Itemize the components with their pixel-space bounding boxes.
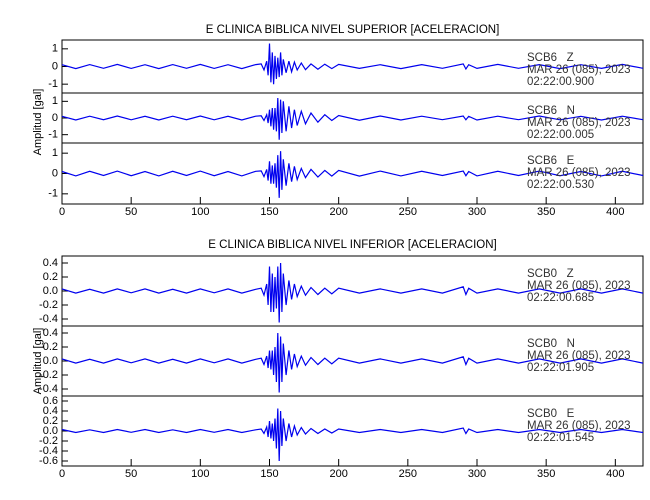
x-tick-label: 100 bbox=[191, 468, 209, 480]
y-tick-label: -0.2 bbox=[39, 435, 58, 447]
x-tick-label: 200 bbox=[329, 206, 347, 218]
y-tick-label: 0.2 bbox=[43, 341, 58, 353]
x-tick-label: 50 bbox=[125, 468, 137, 480]
time-label: 02:22:01.905 bbox=[527, 362, 594, 374]
y-tick-label: -1 bbox=[48, 188, 58, 200]
y-tick-label: -0.4 bbox=[39, 383, 58, 395]
date-label: MAR 26 (085), 2023 bbox=[527, 167, 631, 179]
date-label: MAR 26 (085), 2023 bbox=[527, 280, 631, 292]
x-tick-label: 300 bbox=[468, 468, 486, 480]
x-tick-label: 350 bbox=[537, 206, 555, 218]
y-tick-label: 0 bbox=[52, 167, 58, 179]
x-tick-label: 300 bbox=[468, 206, 486, 218]
y-axis-label: Amplitud [gal] bbox=[32, 89, 44, 156]
y-tick-label: -1 bbox=[48, 129, 58, 141]
trace bbox=[61, 43, 644, 85]
y-tick-label: 0.4 bbox=[43, 405, 58, 417]
time-label: 02:22:00.900 bbox=[527, 76, 594, 88]
y-tick-label: -1 bbox=[48, 78, 58, 90]
x-tick-label: 350 bbox=[537, 468, 555, 480]
trace bbox=[61, 97, 644, 140]
date-label: MAR 26 (085), 2023 bbox=[527, 350, 631, 362]
x-tick-label: 100 bbox=[191, 206, 209, 218]
x-tick-label: 0 bbox=[59, 468, 65, 480]
x-tick-label: 400 bbox=[606, 468, 624, 480]
x-tick-label: 150 bbox=[260, 468, 278, 480]
x-tick-label: 250 bbox=[399, 206, 417, 218]
time-label: 02:22:00.005 bbox=[527, 129, 594, 141]
y-tick-label: 0.2 bbox=[43, 271, 58, 283]
y-tick-label: 0.0 bbox=[43, 425, 58, 437]
x-tick-label: 250 bbox=[399, 468, 417, 480]
y-tick-label: 1 bbox=[52, 95, 58, 107]
y-tick-label: -0.2 bbox=[39, 369, 58, 381]
y-tick-label: -0.2 bbox=[39, 299, 58, 311]
time-label: 02:22:00.685 bbox=[527, 292, 594, 304]
y-tick-label: -0.4 bbox=[39, 445, 58, 457]
trace bbox=[61, 408, 644, 462]
x-tick-label: 50 bbox=[125, 206, 137, 218]
date-label: MAR 26 (085), 2023 bbox=[527, 64, 631, 76]
date-label: MAR 26 (085), 2023 bbox=[527, 420, 631, 432]
y-tick-label: 0.0 bbox=[43, 355, 58, 367]
trace bbox=[61, 262, 644, 323]
x-tick-label: 0 bbox=[59, 206, 65, 218]
station-label: SCB0 N bbox=[527, 338, 575, 350]
time-label: 02:22:00.530 bbox=[527, 179, 594, 191]
date-label: MAR 26 (085), 2023 bbox=[527, 117, 631, 129]
y-tick-label: 0.4 bbox=[43, 257, 58, 269]
station-label: SCB0 E bbox=[527, 408, 575, 420]
station-label: SCB0 Z bbox=[527, 268, 574, 280]
y-tick-label: 0.4 bbox=[43, 327, 58, 339]
y-tick-label: -0.4 bbox=[39, 313, 58, 325]
y-tick-label: 1 bbox=[52, 147, 58, 159]
y-tick-label: 0 bbox=[52, 60, 58, 72]
station-label: SCB6 Z bbox=[527, 52, 574, 64]
y-tick-label: -0.6 bbox=[39, 455, 58, 467]
y-tick-label: 1 bbox=[52, 43, 58, 55]
station-label: SCB6 N bbox=[527, 105, 575, 117]
x-tick-label: 200 bbox=[329, 468, 347, 480]
trace bbox=[61, 332, 644, 393]
y-tick-label: 0.2 bbox=[43, 415, 58, 427]
chart-title: E CLINICA BIBLICA NIVEL INFERIOR [ACELER… bbox=[208, 239, 496, 251]
time-label: 02:22:01.545 bbox=[527, 432, 594, 444]
y-tick-label: 0.0 bbox=[43, 285, 58, 297]
x-tick-label: 400 bbox=[606, 206, 624, 218]
station-label: SCB6 E bbox=[527, 155, 575, 167]
trace bbox=[61, 151, 644, 198]
y-tick-label: 0 bbox=[52, 112, 58, 124]
chart-title: E CLINICA BIBLICA NIVEL SUPERIOR [ACELER… bbox=[206, 24, 500, 36]
x-tick-label: 150 bbox=[260, 206, 278, 218]
y-axis-label: Amplitud [gal] bbox=[32, 328, 44, 395]
y-tick-label: 0.6 bbox=[43, 395, 58, 407]
